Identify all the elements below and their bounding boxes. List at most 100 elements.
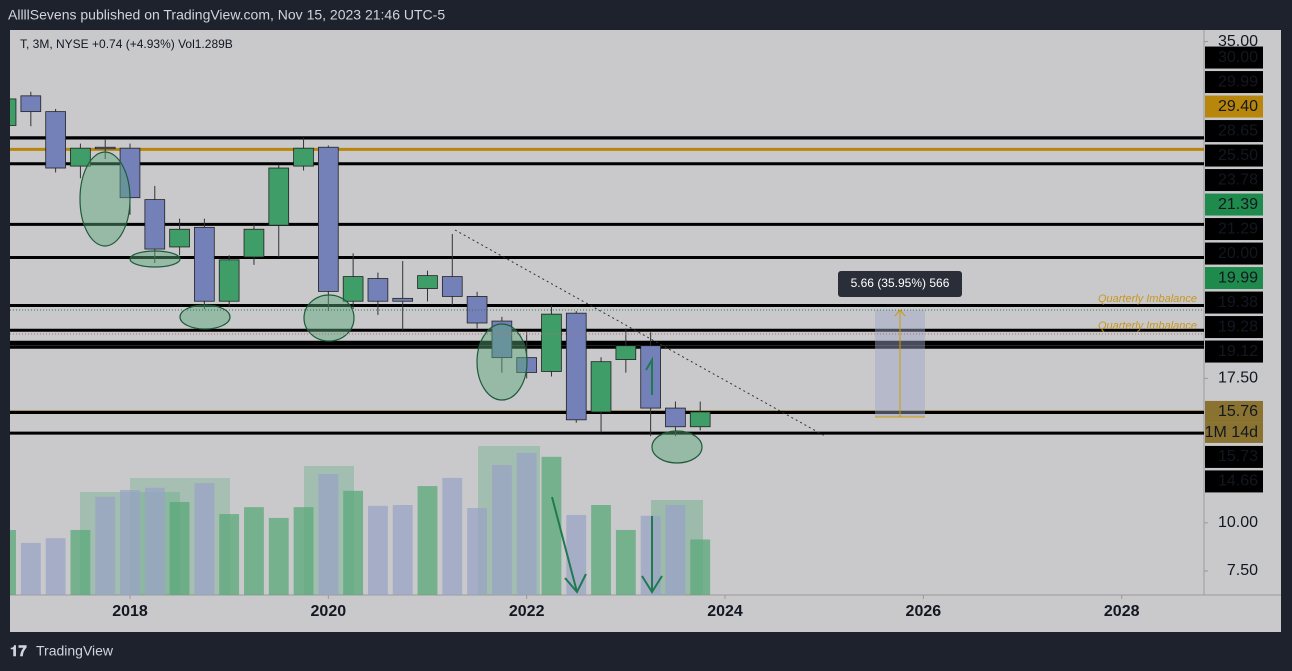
price-label: 28.65 (1218, 122, 1258, 139)
price-label-bg (1205, 445, 1263, 468)
measure-arrow-head (894, 309, 906, 317)
ellipse (129, 250, 181, 268)
price-label-bg (1205, 144, 1263, 167)
countdown-bg (1205, 422, 1263, 443)
price-label-bg (1205, 46, 1263, 69)
volume-bar (268, 517, 289, 595)
candle-body (417, 275, 438, 289)
price-label-bg (1205, 95, 1263, 118)
candle-body (94, 146, 116, 150)
volume-bar (293, 507, 314, 595)
volume-bar (665, 505, 686, 595)
price-label: 25.50 (1218, 147, 1258, 164)
volume-bar (491, 464, 512, 595)
volume-bar (615, 529, 636, 595)
price-label-bg (1205, 120, 1263, 143)
price-label: 29.99 (1218, 73, 1258, 90)
price-label: 19.28 (1218, 318, 1258, 335)
ellipse (476, 323, 528, 401)
candle-body (615, 345, 637, 360)
volume-bar (318, 474, 339, 595)
volume-bar (120, 489, 140, 595)
candle-body (441, 276, 463, 297)
volume-bar (144, 487, 165, 595)
volume-bar (244, 507, 264, 595)
price-label: 29.40 (1218, 98, 1258, 115)
volume-bar (70, 529, 91, 595)
volume-bar (368, 505, 388, 595)
ellipse (179, 304, 231, 330)
price-label: 23.78 (1218, 171, 1258, 188)
header: AllllSevens published on TradingView.com… (8, 7, 445, 23)
price-label-bg (1205, 169, 1263, 192)
candle-body (293, 147, 314, 167)
candle-body (169, 228, 190, 248)
arrows (551, 356, 663, 594)
arrow-head (564, 573, 587, 594)
volume-bar (392, 505, 413, 595)
y-tick-label: 7.50 (1227, 562, 1258, 579)
countdown: 1M 14d (1205, 424, 1258, 441)
candle-body (243, 228, 265, 258)
candle-body (144, 199, 166, 250)
logo: 𝟏𝟕 (10, 643, 27, 660)
drawings (79, 151, 703, 464)
volume-pane (10, 446, 711, 595)
price-label-bg (1205, 400, 1263, 423)
volume-bar (169, 502, 190, 595)
volume-bar (45, 538, 66, 595)
candles (10, 91, 711, 437)
price-label-bg (1205, 267, 1263, 290)
annotation: Quarterly Imbalance (1098, 293, 1197, 305)
price-label-bg (1205, 242, 1263, 265)
price-label: 19.38 (1218, 294, 1258, 311)
x-tick-label: 2026 (906, 603, 942, 620)
price-label: 15.73 (1218, 448, 1258, 465)
candle-body (640, 345, 661, 409)
price-label: 19.12 (1218, 343, 1258, 360)
candle-body (342, 276, 364, 302)
volume-bar (566, 514, 587, 595)
arrow (551, 496, 578, 593)
arrow-head (641, 575, 663, 594)
volume-bar (467, 508, 488, 595)
candle-body (20, 95, 42, 113)
price-label-bg (1205, 340, 1263, 363)
ellipse (303, 294, 355, 342)
candle-body (565, 312, 587, 421)
candle-body (268, 167, 290, 226)
volume-bar (640, 515, 661, 595)
brand: TradingView (36, 643, 114, 659)
measure-tooltip (838, 271, 962, 297)
candle-body (318, 146, 339, 292)
candle-body (194, 226, 215, 302)
volume-bar (417, 486, 438, 595)
volume-bar (442, 477, 463, 595)
candle-body (541, 313, 562, 372)
volume-bar (690, 539, 711, 595)
axes: 2018 2020 2022 2024 2026 2028 35.00 17.50 10.00 7… (112, 33, 1263, 620)
price-label-bg (1205, 71, 1263, 94)
candle-body (45, 111, 66, 169)
candle-body (590, 361, 612, 413)
price-label: 14.66 (1218, 473, 1258, 490)
price-label: 21.39 (1218, 196, 1258, 213)
ellipse (651, 430, 703, 464)
x-tick-label: 2028 (1104, 603, 1140, 620)
candle-body (665, 407, 686, 428)
arrow (645, 356, 653, 395)
measure-label: 5.66 (35.95%) 566 (851, 276, 950, 290)
volume-bar (516, 452, 537, 595)
volume-bar (219, 514, 240, 595)
footer: 𝟏𝟕 TradingView (10, 643, 114, 660)
x-tick-label: 2020 (311, 603, 347, 620)
price-label: 15.76 (1218, 403, 1258, 420)
y-tick-label: 10.00 (1218, 514, 1258, 531)
x-tick-label: 2018 (112, 603, 148, 620)
volume-bar (343, 490, 364, 595)
price-label-bg (1205, 316, 1263, 339)
volume-bar (10, 529, 16, 595)
price-label-bg (1205, 291, 1263, 314)
candle-body (218, 259, 240, 302)
